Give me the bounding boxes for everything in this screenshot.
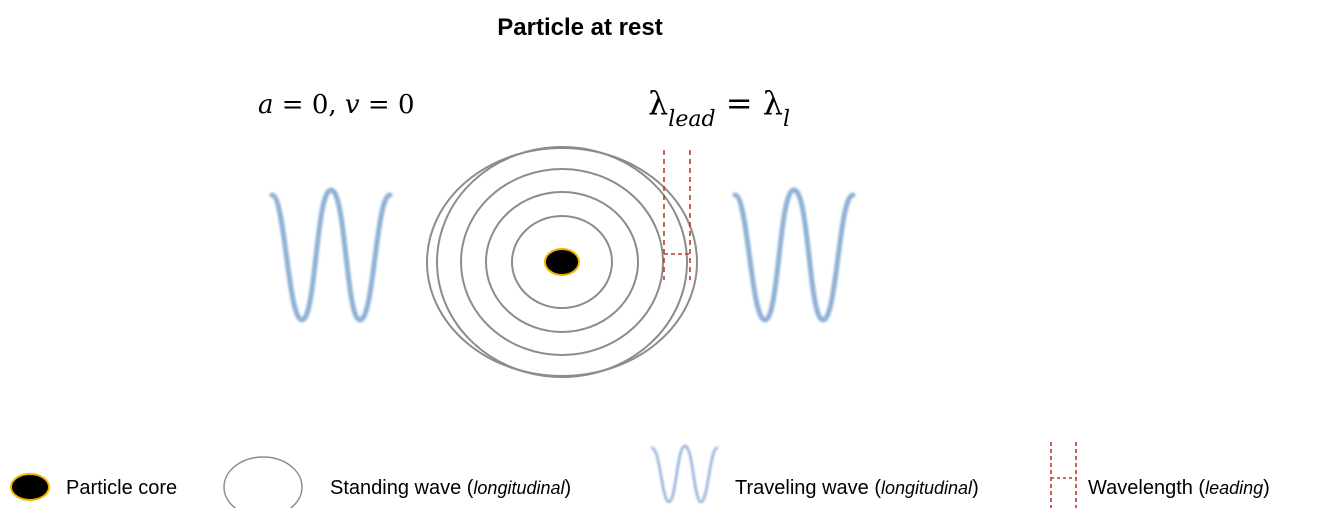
standing-wave-rings <box>426 146 698 378</box>
legend-standing-wave-label: Standing wave (longitudinal) <box>330 477 571 500</box>
legend-wavelength-italic: leading <box>1205 478 1264 498</box>
legend-standing-wave-italic: longitudinal <box>473 478 565 498</box>
equals-sign-a: = <box>281 90 304 120</box>
traveling-wave-left <box>269 187 393 323</box>
acceleration-value: 0, <box>311 90 337 120</box>
legend-traveling-wave-text: Traveling wave ( <box>735 477 881 499</box>
legend-particle-core-text: Particle core <box>66 477 178 499</box>
legend-standing-wave-icon <box>223 456 303 508</box>
acceleration-symbol: a <box>258 90 274 120</box>
velocity-symbol: v <box>344 90 360 120</box>
legend-standing-wave-suffix: ) <box>564 477 572 499</box>
standing-wave-ring-2 <box>485 191 639 333</box>
legend-traveling-wave-suffix: ) <box>972 477 979 499</box>
legend-standing-wave-text: Standing wave ( <box>330 477 474 499</box>
legend-wavelength-label: Wavelength (leading) <box>1088 477 1270 500</box>
wavelength-equation: λlead = λl <box>648 84 790 132</box>
wavelength-marker <box>663 150 691 280</box>
legend-wavelength-icon <box>1050 442 1077 508</box>
legend-particle-core-icon <box>10 473 50 501</box>
legend-particle-core-label: Particle core <box>66 477 177 500</box>
standing-wave-ring-3 <box>460 168 664 356</box>
traveling-wave-right <box>732 187 856 323</box>
motion-state-equation: a = 0, v = 0 <box>258 90 415 120</box>
lead-subscript: lead <box>668 107 716 132</box>
legend-traveling-wave-italic: longitudinal <box>880 478 973 498</box>
legend-traveling-wave-label: Traveling wave (longitudinal) <box>735 477 979 500</box>
standing-wave-ring-1 <box>511 215 613 309</box>
legend-wavelength-suffix: ) <box>1263 477 1270 499</box>
diagram-title: Particle at rest <box>497 14 663 41</box>
equals-sign-v: = <box>367 90 390 120</box>
lambda-symbol-lead: λ <box>648 84 669 122</box>
legend-traveling-wave-icon <box>650 444 719 504</box>
particle-core <box>544 248 580 276</box>
equals-sign-lambda: = <box>725 84 753 122</box>
lambda-symbol-l: λ <box>762 84 783 122</box>
standing-wave-ring-5 <box>426 147 698 377</box>
l-subscript: l <box>782 107 791 132</box>
legend-wavelength-text: Wavelength ( <box>1088 477 1206 499</box>
velocity-value: 0 <box>397 90 415 120</box>
